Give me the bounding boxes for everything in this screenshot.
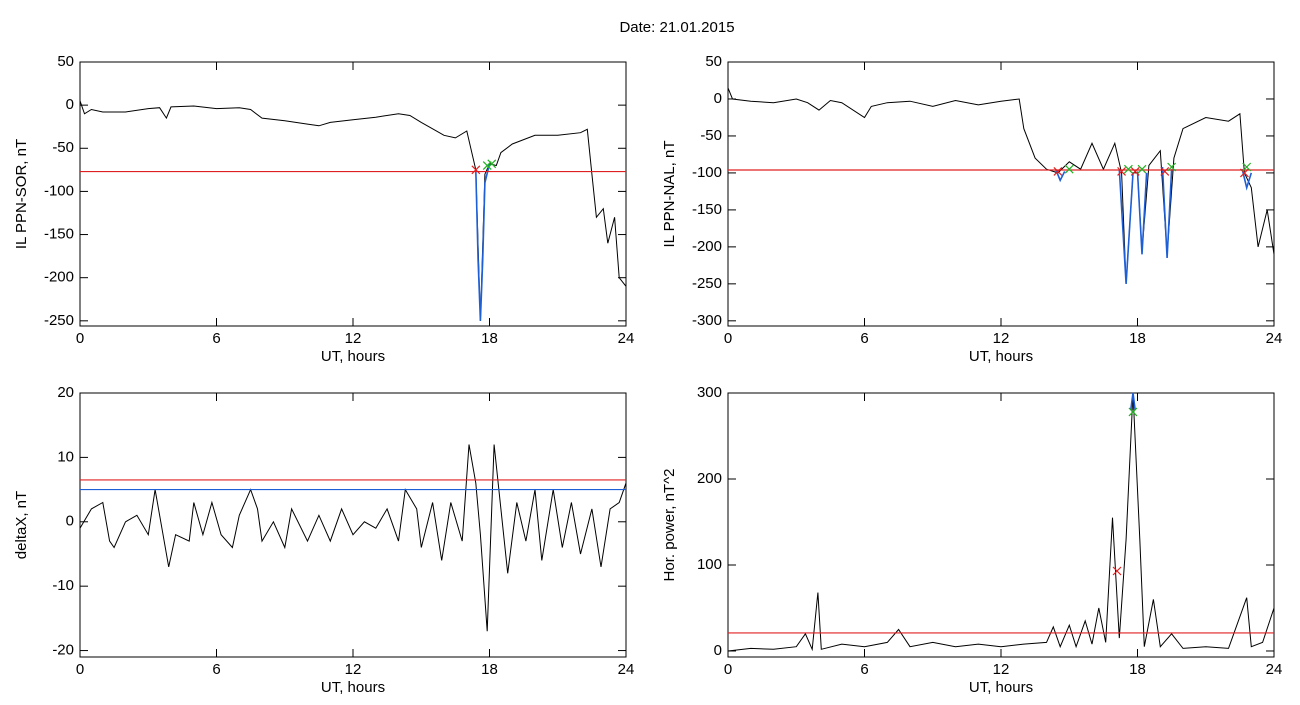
y-tick-label: 100	[697, 556, 722, 573]
y-axis-label: deltaX, nT	[13, 491, 30, 559]
y-tick-label: 20	[57, 384, 74, 401]
x-tick-label: 6	[860, 661, 868, 678]
marker	[1160, 167, 1170, 176]
y-tick-label: -150	[44, 226, 74, 243]
y-tick-label: 50	[705, 53, 722, 70]
x-tick-label: 18	[481, 330, 498, 347]
plot-frame	[79, 392, 627, 658]
data-line	[79, 444, 627, 632]
x-tick-label: 0	[724, 330, 732, 347]
y-axis-label: IL PPN-SOR, nT	[13, 139, 30, 249]
marker	[1112, 566, 1122, 576]
plot-frame	[79, 61, 627, 327]
data-line	[79, 100, 627, 321]
data-line	[475, 163, 491, 321]
plot-frame	[727, 392, 1275, 658]
marker	[1167, 162, 1177, 172]
x-axis-label: UT, hours	[969, 348, 1033, 365]
y-tick-label: 300	[697, 384, 722, 401]
marker	[487, 159, 497, 169]
data-line	[1129, 392, 1136, 411]
x-tick-label: 12	[345, 330, 362, 347]
y-tick-label: 50	[57, 53, 74, 70]
marker	[1130, 167, 1140, 176]
y-tick-label: 200	[697, 470, 722, 487]
figure-title: Date: 21.01.2015	[619, 19, 734, 36]
x-tick-label: 6	[860, 330, 868, 347]
marker	[482, 161, 492, 170]
marker	[1117, 167, 1126, 176]
x-tick-label: 0	[76, 330, 84, 347]
x-tick-label: 6	[212, 661, 220, 678]
data-line	[727, 87, 1275, 284]
x-tick-label: 24	[618, 661, 635, 678]
x-tick-label: 12	[993, 661, 1010, 678]
y-tick-label: -150	[692, 201, 722, 218]
marker	[1242, 162, 1252, 172]
x-tick-label: 24	[1266, 330, 1283, 347]
data-line	[1054, 166, 1253, 284]
y-tick-label: -20	[52, 642, 74, 659]
y-tick-label: -300	[692, 312, 722, 329]
y-tick-label: -100	[44, 182, 74, 199]
y-tick-label: -50	[52, 139, 74, 156]
x-axis-label: UT, hours	[969, 679, 1033, 696]
marker	[1137, 164, 1147, 174]
x-axis-label: UT, hours	[321, 348, 385, 365]
marker	[471, 165, 481, 175]
x-tick-label: 12	[345, 661, 362, 678]
marker	[1240, 168, 1249, 178]
x-tick-label: 0	[724, 661, 732, 678]
x-tick-label: 24	[1266, 661, 1283, 678]
y-tick-label: -200	[44, 269, 74, 286]
y-tick-label: 0	[66, 96, 74, 113]
x-tick-label: 12	[993, 330, 1010, 347]
y-tick-label: 0	[714, 90, 722, 107]
x-tick-label: 0	[76, 661, 84, 678]
y-tick-label: -200	[692, 238, 722, 255]
y-axis-label: IL PPN-NAL, nT	[661, 141, 678, 248]
y-axis-label: Hor. power, nT^2	[661, 469, 678, 582]
x-tick-label: 18	[1129, 330, 1146, 347]
x-tick-label: 6	[212, 330, 220, 347]
y-tick-label: 0	[66, 513, 74, 530]
y-tick-label: -50	[700, 127, 722, 144]
x-tick-label: 18	[481, 661, 498, 678]
y-tick-label: 10	[57, 448, 74, 465]
x-axis-label: UT, hours	[321, 679, 385, 696]
y-tick-label: -250	[44, 312, 74, 329]
y-tick-label: -100	[692, 164, 722, 181]
y-tick-label: -10	[52, 577, 74, 594]
y-tick-label: -250	[692, 275, 722, 292]
marker	[1128, 407, 1138, 417]
y-tick-label: 0	[714, 642, 722, 659]
marker	[1053, 167, 1063, 176]
marker	[1123, 164, 1133, 174]
x-tick-label: 24	[618, 330, 635, 347]
x-tick-label: 18	[1129, 661, 1146, 678]
data-line	[727, 392, 1275, 652]
marker	[1064, 164, 1074, 174]
